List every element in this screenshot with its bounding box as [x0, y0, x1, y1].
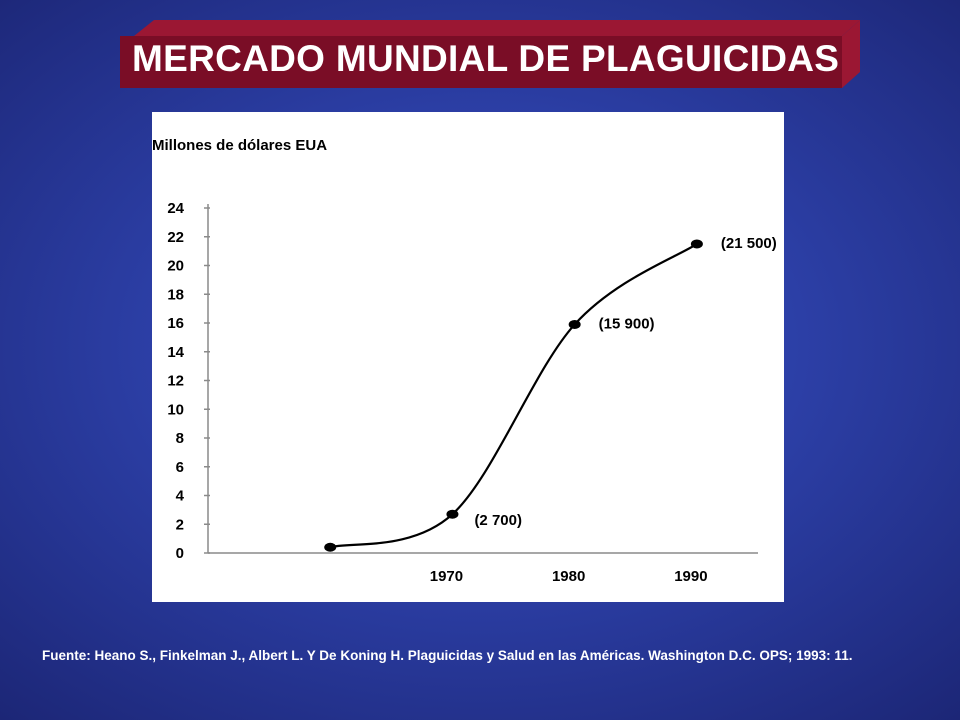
data-point: [324, 542, 337, 552]
x-tick-label: 1970: [430, 568, 463, 585]
y-tick-label: 0: [176, 545, 184, 562]
y-tick-label: 8: [176, 430, 184, 447]
series-line: [329, 243, 698, 549]
data-point: [568, 319, 581, 329]
data-label: (21 500): [721, 235, 777, 252]
y-tick-label: 14: [167, 344, 184, 361]
data-label: (15 900): [599, 315, 655, 332]
x-tick-label: 1980: [552, 568, 585, 585]
banner-face: [120, 36, 842, 88]
y-tick-label: 10: [167, 401, 184, 418]
y-tick-label: 2: [176, 516, 184, 533]
y-tick-label: 4: [176, 488, 185, 505]
data-label: (2 700): [474, 512, 522, 529]
title-banner: MERCADO MUNDIAL DE PLAGUICIDAS: [120, 20, 860, 88]
y-tick-label: 6: [176, 459, 184, 476]
chart-panel: Millones de dólares EUA 0 2 4 6 8 10 12 14 16 18 2…: [152, 112, 784, 602]
y-tick-label: 16: [167, 315, 184, 332]
line-chart: Millones de dólares EUA 0246810121416182…: [152, 137, 777, 585]
source-citation: Fuente: Heano S., Finkelman J., Albert L…: [42, 648, 853, 663]
y-tick-label: 22: [167, 229, 184, 246]
series-group: (2 700) (15 900) (21 500): [324, 235, 777, 552]
x-tick-label: 1990: [674, 568, 707, 585]
banner-bevel: [842, 20, 860, 88]
y-tick-label: 18: [167, 286, 184, 303]
data-point: [446, 509, 459, 519]
y-axis-label: Millones de dólares EUA: [152, 137, 327, 154]
y-tick-label: 12: [167, 373, 184, 390]
slide-title: MERCADO MUNDIAL DE PLAGUICIDAS: [132, 38, 840, 79]
y-tick-label: 20: [167, 258, 184, 275]
title-banner-shape: [120, 20, 860, 88]
y-tick-label: 24: [167, 200, 184, 217]
data-point: [690, 239, 703, 249]
x-ticks: 1970 1980 1990: [430, 568, 708, 585]
banner-bevel-top: [134, 20, 860, 36]
